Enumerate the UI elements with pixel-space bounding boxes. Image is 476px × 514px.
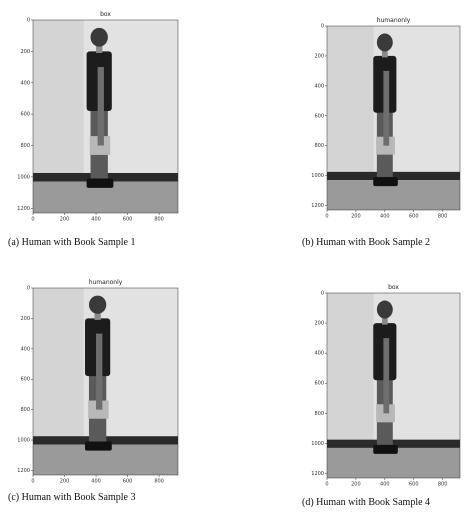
y-tick-label: 400 — [20, 80, 30, 86]
shoes — [373, 177, 398, 186]
panel-title: humanonly — [377, 17, 411, 24]
photo — [33, 288, 178, 475]
y-tick-label: 400 — [20, 346, 30, 352]
y-tick-label: 200 — [20, 316, 30, 322]
x-tick-label: 0 — [31, 479, 34, 485]
x-tick-label: 800 — [438, 482, 448, 488]
wall-shade — [327, 293, 374, 442]
panel-title: box — [388, 284, 399, 291]
y-tick-label: 800 — [20, 407, 30, 413]
panel-title: box — [100, 11, 111, 18]
y-tick-label: 600 — [314, 381, 324, 387]
y-tick-label: 0 — [321, 24, 324, 30]
head — [91, 28, 108, 47]
x-tick-label: 200 — [60, 217, 70, 223]
y-tick-label: 1200 — [311, 203, 324, 209]
x-tick-label: 0 — [325, 214, 328, 220]
x-tick-label: 400 — [380, 482, 390, 488]
x-tick-label: 200 — [351, 214, 361, 220]
y-tick-label: 1200 — [17, 206, 30, 212]
y-tick-label: 1200 — [17, 468, 30, 474]
x-tick-label: 200 — [60, 479, 70, 485]
caption: (d) Human with Book Sample 4 — [302, 497, 430, 508]
caption: (a) Human with Book Sample 1 — [8, 237, 135, 248]
shoes — [85, 442, 112, 451]
y-tick-label: 200 — [314, 53, 324, 59]
photo — [33, 20, 178, 213]
caption: (c) Human with Book Sample 3 — [8, 492, 135, 503]
x-tick-label: 800 — [154, 479, 164, 485]
photo — [327, 293, 460, 478]
y-tick-label: 0 — [27, 18, 30, 24]
wall-shade — [33, 20, 84, 175]
shoes — [87, 178, 114, 187]
x-tick-label: 400 — [380, 214, 390, 220]
x-tick-label: 400 — [91, 217, 101, 223]
y-tick-label: 800 — [314, 143, 324, 149]
arm — [383, 71, 389, 146]
panel-title: humanonly — [89, 279, 123, 286]
x-tick-label: 0 — [31, 217, 34, 223]
wall-shade — [33, 288, 84, 439]
head — [377, 301, 393, 319]
y-tick-label: 0 — [321, 291, 324, 297]
y-tick-label: 600 — [314, 113, 324, 119]
x-tick-label: 800 — [154, 217, 164, 223]
x-tick-label: 800 — [438, 214, 448, 220]
arm — [98, 67, 104, 145]
y-tick-label: 1000 — [311, 441, 324, 447]
arm — [383, 338, 389, 413]
y-tick-label: 1000 — [17, 174, 30, 180]
y-tick-label: 1000 — [17, 438, 30, 444]
caption: (b) Human with Book Sample 2 — [302, 237, 430, 248]
y-tick-label: 200 — [20, 49, 30, 55]
x-tick-label: 200 — [351, 482, 361, 488]
y-tick-label: 400 — [314, 83, 324, 89]
y-tick-label: 1200 — [311, 471, 324, 477]
head — [377, 33, 393, 51]
y-tick-label: 600 — [20, 112, 30, 118]
arm — [96, 334, 102, 410]
x-tick-label: 600 — [409, 482, 419, 488]
x-tick-label: 400 — [91, 479, 101, 485]
y-tick-label: 800 — [314, 411, 324, 417]
y-tick-label: 800 — [20, 143, 30, 149]
x-tick-label: 600 — [123, 217, 133, 223]
y-tick-label: 400 — [314, 351, 324, 357]
y-tick-label: 1000 — [311, 173, 324, 179]
head — [89, 296, 106, 314]
photo — [327, 26, 460, 210]
wall-shade — [327, 26, 374, 174]
y-tick-label: 600 — [20, 377, 30, 383]
figure: 0200400600800100012000200400600800box(a)… — [0, 0, 476, 514]
x-tick-label: 600 — [409, 214, 419, 220]
x-tick-label: 600 — [123, 479, 133, 485]
x-tick-label: 0 — [325, 482, 328, 488]
y-tick-label: 0 — [27, 286, 30, 292]
shoes — [373, 445, 398, 454]
y-tick-label: 200 — [314, 321, 324, 327]
